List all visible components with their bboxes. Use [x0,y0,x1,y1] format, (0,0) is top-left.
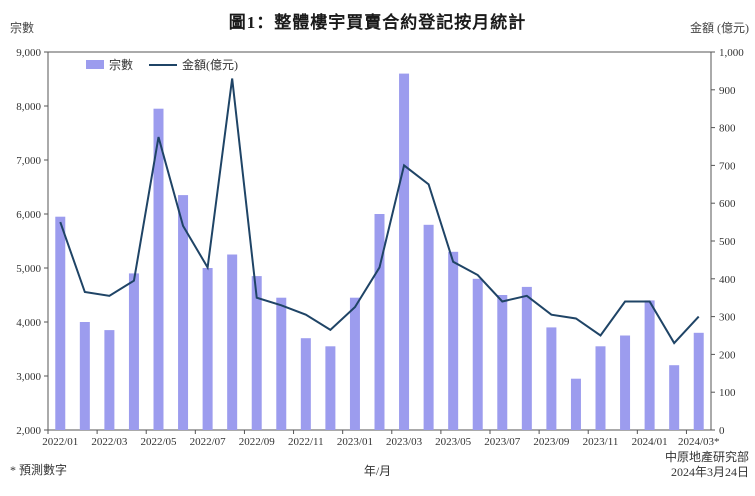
right-axis-tick-label: 800 [719,123,736,135]
bar-2023/12 [620,335,631,430]
x-axis-tick-label: 2022/03 [91,436,128,448]
bar-2023/08 [521,286,532,430]
x-axis-tick-label: 2022/07 [190,436,227,448]
right-axis-tick-label: 100 [719,387,736,399]
left-axis-tick-label: 9,000 [16,47,41,59]
bar-2024/03 [693,332,704,430]
x-axis-tick-label: 2023/07 [484,436,521,448]
bar-2022/01 [55,216,66,430]
bar-2023/01 [349,297,360,430]
date-label: 2024年3月24日 [670,465,749,479]
bar-2022/07 [202,268,213,430]
left-axis-tick-label: 4,000 [16,317,41,329]
bar-2022/08 [227,254,238,430]
x-axis-tick-label: 2023/09 [533,436,570,448]
legend-line-label: 金額(億元) [182,58,239,72]
bar-2022/10 [276,297,287,430]
bar-2022/12 [325,346,336,430]
x-axis-tick-label: 2024/01 [632,436,668,448]
right-axis-tick-label: 900 [719,85,736,97]
bar-2022/11 [300,338,311,430]
right-axis-tick-label: 1,000 [719,47,744,59]
right-axis-tick-label: 500 [719,236,736,248]
source-block: 中原地產研究部 2024年3月24日 [665,450,749,480]
left-axis-tick-label: 2,000 [16,425,41,437]
left-axis-tick-label: 7,000 [16,155,41,167]
left-axis-tick-label: 3,000 [16,371,41,383]
x-axis-tick-label: 2023/01 [337,436,373,448]
left-axis-tick-label: 5,000 [16,263,41,275]
bar-2024/02 [669,365,680,430]
bar-2022/05 [153,108,164,430]
right-axis-tick-label: 400 [719,274,736,286]
chart-legend: 宗數 金額(億元) [86,56,238,73]
right-axis-unit-label: 金額 (億元) [690,21,749,35]
x-axis-tick-label: 2023/05 [435,436,472,448]
bar-2022/06 [178,195,189,430]
x-axis-tick-label: 2023/11 [583,436,619,448]
bar-2023/11 [595,346,606,430]
forecast-note: * 預測數字 [10,463,68,477]
left-axis-unit-label: 宗數 [10,21,35,35]
bar-2023/05 [448,251,459,430]
left-axis-tick-label: 6,000 [16,209,41,221]
bar-2022/03 [104,330,115,430]
x-axis-tick-label: 2022/11 [288,436,324,448]
bar-2023/09 [546,327,557,430]
right-axis-tick-label: 300 [719,312,736,324]
bar-2022/04 [128,273,139,430]
bar-2022/02 [79,322,90,430]
legend-bar-label: 宗數 [109,58,134,72]
x-axis-tick-label: 2022/05 [140,436,177,448]
bar-2023/04 [423,224,434,430]
bar-2023/10 [570,378,581,430]
x-axis-tick-label: 2023/03 [386,436,423,448]
right-axis-tick-label: 700 [719,160,736,172]
right-axis-tick-label: 0 [719,425,725,437]
x-axis-tick-label: 2022/01 [42,436,78,448]
legend-bar-swatch [86,60,104,69]
bar-2023/07 [497,295,508,430]
left-axis-tick-label: 8,000 [16,101,41,113]
legend-line-swatch [149,63,178,66]
bar-2023/06 [472,278,483,430]
amount-line [59,78,700,345]
right-axis-tick-label: 200 [719,349,736,361]
chart-title: 圖1：整體樓宇買賣合約登記按月統計 [228,13,527,32]
source-label: 中原地產研究部 [664,450,749,464]
bar-2023/02 [374,214,385,430]
x-axis-tick-label: 2024/03* [678,436,720,448]
bar-2023/03 [399,73,410,430]
right-axis-tick-label: 600 [719,198,736,210]
x-axis-tick-label: 2022/09 [239,436,276,448]
bar-2024/01 [644,300,655,430]
x-axis-title: 年/月 [363,464,392,478]
bar-2022/09 [251,276,262,430]
